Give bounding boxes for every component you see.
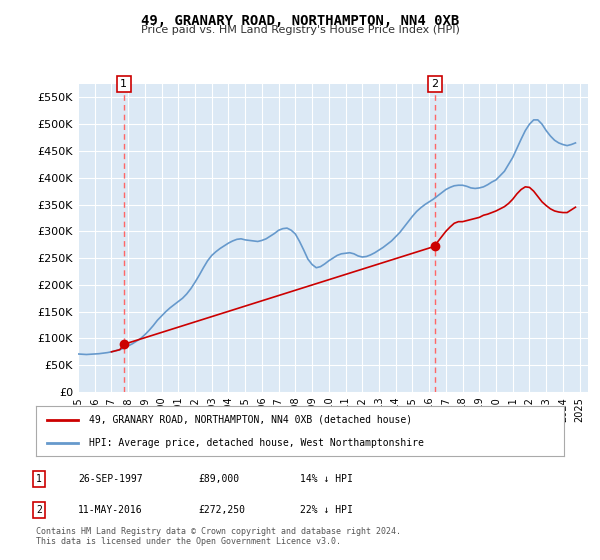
Text: £272,250: £272,250 [198, 505, 245, 515]
Text: 14% ↓ HPI: 14% ↓ HPI [300, 474, 353, 484]
Text: Contains HM Land Registry data © Crown copyright and database right 2024.
This d: Contains HM Land Registry data © Crown c… [36, 526, 401, 546]
Text: £89,000: £89,000 [198, 474, 239, 484]
Text: 22% ↓ HPI: 22% ↓ HPI [300, 505, 353, 515]
Text: 49, GRANARY ROAD, NORTHAMPTON, NN4 0XB (detached house): 49, GRANARY ROAD, NORTHAMPTON, NN4 0XB (… [89, 414, 412, 424]
Text: 11-MAY-2016: 11-MAY-2016 [78, 505, 143, 515]
Text: 2: 2 [431, 79, 439, 89]
Text: 26-SEP-1997: 26-SEP-1997 [78, 474, 143, 484]
Text: HPI: Average price, detached house, West Northamptonshire: HPI: Average price, detached house, West… [89, 438, 424, 448]
Text: 1: 1 [36, 474, 42, 484]
Text: Price paid vs. HM Land Registry's House Price Index (HPI): Price paid vs. HM Land Registry's House … [140, 25, 460, 35]
Text: 2: 2 [36, 505, 42, 515]
Text: 1: 1 [121, 79, 127, 89]
Text: 49, GRANARY ROAD, NORTHAMPTON, NN4 0XB: 49, GRANARY ROAD, NORTHAMPTON, NN4 0XB [141, 14, 459, 28]
